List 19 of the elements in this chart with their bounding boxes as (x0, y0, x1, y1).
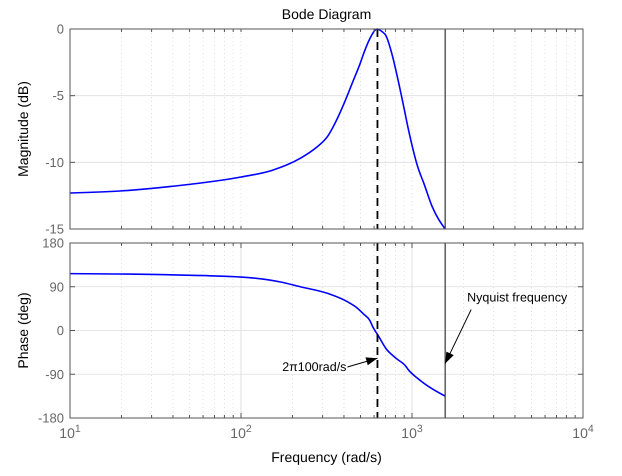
y-axis-title: Phase (deg) (15, 292, 31, 369)
y-tick-label: 180 (42, 236, 64, 251)
y-tick-label: -180 (38, 410, 64, 426)
x-axis-title: Frequency (rad/s) (271, 449, 382, 465)
y-tick-label: -15 (45, 222, 64, 237)
x-tick-label: 10$^{1}$ (59, 423, 81, 441)
chart-title: Bode Diagram (282, 6, 372, 22)
y-tick-label: 90 (50, 279, 64, 294)
y-tick-label: -5 (52, 88, 64, 104)
y-tick-label: -10 (45, 154, 64, 170)
y-tick-label: -90 (45, 366, 64, 382)
y-tick-label: 0 (56, 323, 64, 338)
x-tick-label: 10$^{3}$ (401, 423, 423, 441)
x-tick-label: 10$^{4}$ (572, 423, 594, 441)
annotation: Nyquist frequency (467, 290, 568, 305)
y-tick-label: 0 (56, 22, 64, 37)
y-axis-title: Magnitude (dB) (15, 81, 31, 177)
annotation: 2π100rad/s (282, 360, 346, 374)
x-tick-label: 10$^{2}$ (230, 423, 252, 441)
